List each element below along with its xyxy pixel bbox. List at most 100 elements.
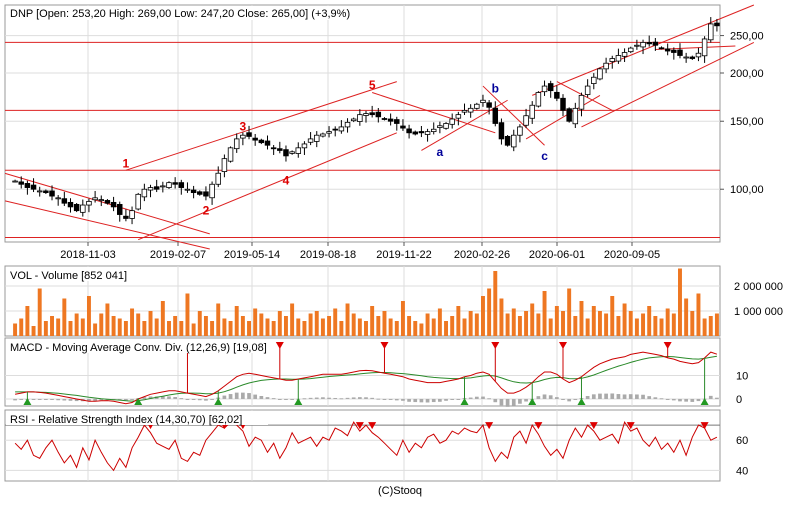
macd-histogram-bar [130,398,134,400]
volume-bar [240,316,245,336]
volume-bar [308,313,313,336]
volume-bar [437,308,442,336]
volume-bar [493,271,498,336]
candle-body [609,58,616,62]
volume-bar [622,303,627,336]
macd-histogram-bar [438,398,442,402]
macd-histogram-bar [351,397,356,399]
volume-bar [228,321,233,336]
candle-body [36,190,43,193]
candle-body [492,107,499,124]
candle-body [443,123,449,129]
candle-body [529,104,535,119]
rsi-title: RSI - Relative Strength Index (14,30,70)… [10,414,242,426]
candle-body [233,138,240,150]
volume-bar [222,318,227,336]
volume-bar [665,308,670,336]
volume-bar [647,306,652,336]
rsi-sell-marker [368,422,377,430]
candle-body [523,115,529,126]
candle-body [184,188,191,191]
trend-line [581,41,755,128]
volume-bar [327,316,332,336]
candle-body [449,118,455,125]
macd-histogram-bar [327,397,331,399]
candle-body [252,137,258,141]
buy-signal-marker [528,398,537,405]
wave-label: c [541,149,548,163]
volume-bar [400,301,405,336]
volume-bar [542,291,547,336]
candle-body [344,121,351,128]
volume-bar [185,293,190,336]
volume-bar [253,308,258,336]
volume-bar [173,316,178,336]
candle-body [80,204,86,213]
candle-body [270,147,277,150]
volume-bar [585,318,590,336]
macd-y-label: 0 [736,394,742,406]
candle-body [671,49,677,53]
rsi-sell-marker [700,422,709,430]
volume-bar [511,308,516,336]
trend-line [482,85,545,146]
trend-line [125,81,397,171]
volume-bar [431,318,436,336]
volume-bar [19,318,24,336]
volume-bar [93,323,98,336]
macd-histogram-bar [93,398,97,401]
candle-body [326,131,332,134]
volume-bar [370,306,375,336]
volume-bar [524,311,529,336]
volume-bar [474,313,479,336]
volume-bar [505,313,510,336]
volume-bar [111,316,116,336]
macd-histogram-bar [222,395,227,399]
macd-line [15,351,718,405]
macd-histogram-bar [314,397,319,399]
wave-label: 4 [283,173,290,187]
macd-histogram-bar [388,398,393,400]
candle-body [203,191,209,197]
rsi-sell-marker [485,422,494,430]
candle-body [147,187,154,191]
macd-histogram-bar [653,397,658,399]
wave-label: 1 [123,156,130,170]
volume-bar [462,318,467,336]
candle-body [394,119,400,124]
macd-histogram-bar [474,396,479,399]
price-frame [4,4,721,243]
candle-body [98,199,105,202]
volume-bar [265,318,270,336]
price-panel: 2018-11-03 2019-02-07 2019-05-14 2019-08-18… [4,4,764,261]
price-title: DNP [Open: 253,20 High: 269,00 Low: 247,… [10,8,350,20]
x-tick-label: 2020-09-05 [604,249,660,261]
candle-body [227,147,234,162]
volume-bar [43,321,48,336]
candle-body [597,68,603,80]
rsi-y-label: 40 [736,465,748,477]
volume-frame [4,265,721,337]
macd-title: MACD - Moving Average Conv. Div. (12,26,… [10,342,267,354]
candle-body [603,62,609,70]
volume-bar [142,321,147,336]
candle-body [621,52,628,57]
macd-histogram-bar [548,395,553,399]
macd-histogram-bar [173,396,177,399]
macd-histogram-bar [561,398,565,400]
candle-body [498,122,505,140]
volume-bar [314,311,319,336]
macd-histogram-bar [247,393,251,399]
candle-body [307,138,314,143]
candle-body [264,140,271,146]
volume-bar [407,316,412,336]
rsi-sell-marker [589,422,598,430]
candle-body [197,191,203,195]
candle-body [116,203,123,215]
candle-body [406,128,412,134]
macd-header-bg [6,339,258,353]
rsi-line [14,420,718,472]
volume-bar [247,321,251,336]
volume-bar [259,313,264,336]
candle-body [677,49,683,56]
